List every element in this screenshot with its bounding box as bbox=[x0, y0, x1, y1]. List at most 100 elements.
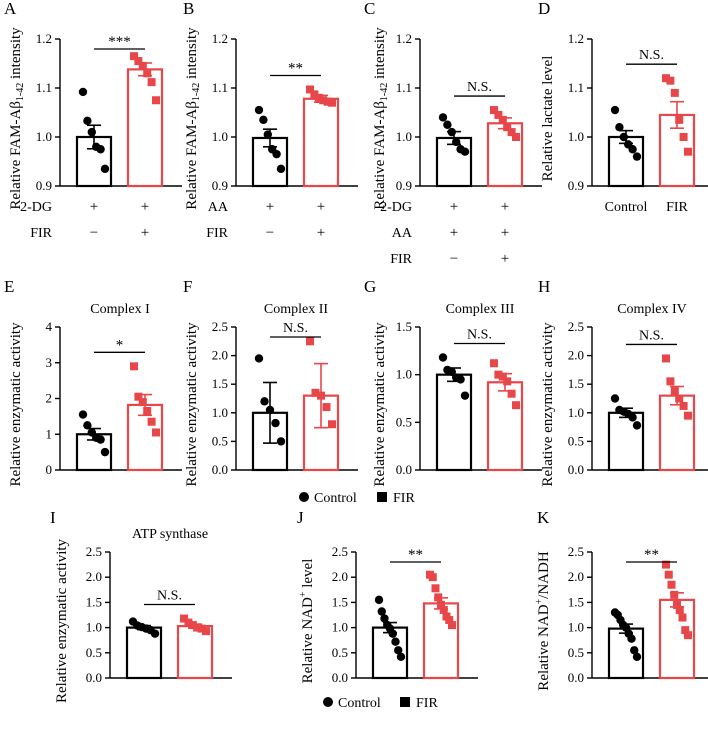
data-point-control bbox=[619, 132, 628, 142]
y-tick-label: 0.0 bbox=[212, 462, 228, 477]
y-tick-label: 0.9 bbox=[568, 178, 584, 193]
y-tick-label: 1.0 bbox=[212, 129, 228, 144]
y-tick-label: 0.5 bbox=[212, 433, 228, 448]
data-point-fir bbox=[684, 147, 692, 156]
data-point-fir bbox=[306, 85, 314, 94]
y-tick-label: 1.2 bbox=[568, 31, 584, 46]
y-tick-label: 2.5 bbox=[86, 544, 102, 559]
panel-e: E Complex I 0 1 2 3 4 Relative enzymatic activi… bbox=[4, 277, 182, 487]
data-point-fir bbox=[188, 621, 197, 630]
data-point-control bbox=[615, 123, 624, 132]
bar-fir bbox=[658, 394, 696, 472]
data-point-fir bbox=[134, 392, 143, 401]
y-tick-label: 1.0 bbox=[332, 620, 348, 635]
treatment-value: + bbox=[501, 199, 509, 215]
y-tick-label: 1.1 bbox=[36, 80, 52, 95]
y-tick-label: 0.9 bbox=[212, 178, 228, 193]
y-tick-label: 1.0 bbox=[212, 405, 228, 420]
data-point-fir bbox=[328, 420, 336, 429]
treatment-value: + bbox=[141, 199, 149, 215]
data-point-fir bbox=[439, 605, 448, 614]
data-point-control bbox=[271, 418, 280, 428]
y-axis-label: Relative lactate level bbox=[540, 56, 556, 182]
data-point-control bbox=[460, 147, 470, 156]
data-point-fir bbox=[664, 570, 673, 579]
y-tick-label: 0.5 bbox=[86, 645, 102, 660]
data-point-fir bbox=[662, 560, 670, 569]
y-tick-label: 1.5 bbox=[568, 594, 584, 609]
panel-label: H bbox=[538, 277, 550, 296]
y-tick-label: 1.0 bbox=[568, 405, 584, 420]
data-point-fir bbox=[670, 590, 679, 599]
data-point-control bbox=[374, 595, 384, 605]
data-point-fir bbox=[679, 133, 688, 141]
panel-label: C bbox=[364, 0, 375, 18]
data-point-fir bbox=[184, 618, 193, 627]
y-tick-label: 1.0 bbox=[86, 620, 102, 635]
y-tick-label: 0.9 bbox=[36, 178, 52, 193]
data-point-fir bbox=[317, 391, 325, 400]
bar-fir bbox=[486, 381, 524, 472]
significance-label: * bbox=[116, 337, 124, 353]
data-point-control bbox=[391, 637, 400, 646]
y-tick-label: 4 bbox=[46, 319, 53, 334]
y-tick-label: 0.0 bbox=[568, 462, 584, 477]
x-tick-label: Control bbox=[605, 200, 648, 215]
y-axis-label: Relative enzymatic activity bbox=[372, 322, 388, 487]
data-point-fir bbox=[202, 627, 210, 636]
data-point-control bbox=[632, 421, 642, 430]
data-point-fir bbox=[662, 354, 670, 363]
data-point-fir bbox=[494, 370, 503, 379]
data-point-fir bbox=[147, 417, 156, 426]
legend-fir-marker bbox=[400, 697, 410, 707]
data-point-control bbox=[632, 152, 642, 161]
treatment-name: AA bbox=[392, 226, 413, 241]
data-point-fir bbox=[498, 372, 507, 381]
data-point-fir bbox=[437, 600, 445, 609]
data-point-control bbox=[630, 646, 639, 655]
data-point-fir bbox=[507, 389, 516, 398]
data-point-control bbox=[265, 405, 275, 415]
legend-bottom: Control FIR bbox=[323, 696, 438, 711]
chart-title: Complex III bbox=[446, 302, 515, 317]
panel-label: A bbox=[4, 0, 17, 18]
y-axis-label: Relative enzymatic activity bbox=[8, 322, 24, 487]
significance-label: N.S. bbox=[467, 328, 492, 343]
data-point-fir bbox=[670, 387, 679, 396]
y-tick-label: 1.0 bbox=[568, 129, 584, 144]
data-point-control bbox=[380, 614, 389, 623]
panel-label: E bbox=[4, 277, 14, 296]
panel-label: I bbox=[50, 508, 56, 527]
significance-label: N.S. bbox=[639, 48, 664, 63]
y-tick-label: 2.0 bbox=[86, 569, 102, 584]
data-point-fir bbox=[512, 401, 520, 410]
data-point-fir bbox=[662, 74, 670, 83]
panel-f: F Complex II 0.0 0.5 1.0 1.5 2.0 2.5 Relative en… bbox=[183, 277, 358, 487]
x-tick-label: FIR bbox=[666, 200, 688, 215]
significance-label: ** bbox=[644, 547, 659, 563]
treatment-value: + bbox=[317, 225, 325, 241]
y-tick-label: 2.0 bbox=[332, 569, 348, 584]
bar-fir bbox=[422, 602, 460, 680]
data-point-fir bbox=[152, 96, 160, 105]
y-tick-label: 1.0 bbox=[36, 129, 52, 144]
significance-label: ** bbox=[288, 60, 303, 76]
data-point-control bbox=[96, 145, 105, 154]
data-point-fir bbox=[197, 624, 206, 633]
treatment-value: + bbox=[501, 251, 509, 267]
data-point-fir bbox=[143, 69, 152, 78]
legend-fir-label: FIR bbox=[393, 491, 415, 506]
y-tick-label: 2.0 bbox=[568, 569, 584, 584]
data-point-control bbox=[254, 105, 264, 115]
treatment-value: + bbox=[266, 199, 274, 215]
y-tick-label: 0.9 bbox=[396, 178, 412, 193]
treatment-value: + bbox=[317, 199, 325, 215]
data-point-fir bbox=[138, 398, 147, 407]
y-tick-label: 1.1 bbox=[568, 80, 584, 95]
data-point-fir bbox=[673, 600, 681, 609]
data-point-control bbox=[276, 164, 286, 174]
data-point-control bbox=[78, 87, 88, 97]
data-point-control bbox=[394, 646, 403, 655]
data-point-control bbox=[100, 447, 110, 457]
treatment-name: FIR bbox=[30, 226, 52, 241]
